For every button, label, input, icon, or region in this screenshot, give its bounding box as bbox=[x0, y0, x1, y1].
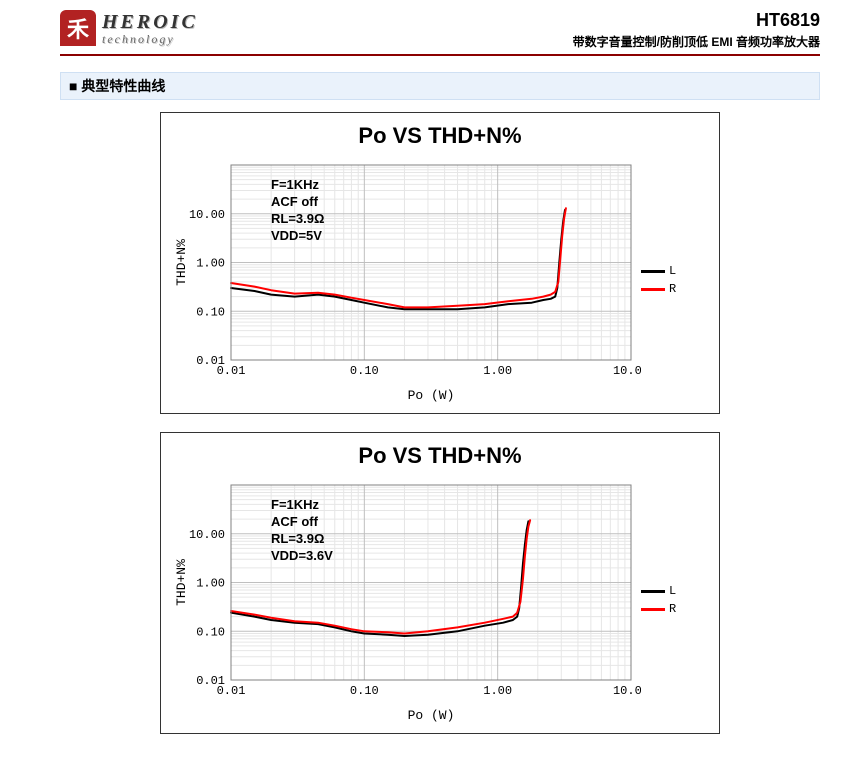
svg-text:10.00: 10.00 bbox=[613, 684, 641, 698]
legend-label: L bbox=[669, 584, 676, 598]
header-rule bbox=[60, 54, 820, 56]
chart-plot: 0.010.101.0010.000.010.101.0010.00Po (W)… bbox=[171, 155, 641, 405]
legend-label: R bbox=[669, 282, 676, 296]
svg-text:F=1KHz: F=1KHz bbox=[271, 177, 320, 192]
svg-text:0.01: 0.01 bbox=[196, 674, 225, 688]
legend-item: L bbox=[641, 584, 701, 598]
legend-item: L bbox=[641, 264, 701, 278]
legend-swatch bbox=[641, 590, 665, 593]
svg-text:ACF off: ACF off bbox=[271, 514, 319, 529]
svg-text:RL=3.9Ω: RL=3.9Ω bbox=[271, 211, 324, 226]
svg-text:F=1KHz: F=1KHz bbox=[271, 497, 320, 512]
part-number: HT6819 bbox=[573, 10, 820, 31]
svg-text:VDD=5V: VDD=5V bbox=[271, 228, 322, 243]
chart-title: Po VS THD+N% bbox=[171, 123, 709, 149]
svg-text:10.00: 10.00 bbox=[189, 208, 225, 222]
chart-plot: 0.010.101.0010.000.010.101.0010.00Po (W)… bbox=[171, 475, 641, 725]
legend-item: R bbox=[641, 282, 701, 296]
legend-swatch bbox=[641, 608, 665, 611]
legend-label: R bbox=[669, 602, 676, 616]
svg-text:Po (W): Po (W) bbox=[408, 388, 455, 403]
part-description: 带数字音量控制/防削顶低 EMI 音频功率放大器 bbox=[573, 33, 820, 50]
svg-text:0.01: 0.01 bbox=[196, 354, 225, 368]
svg-text:10.00: 10.00 bbox=[613, 364, 641, 378]
svg-text:THD+N%: THD+N% bbox=[174, 239, 189, 286]
logo-mark: 禾 bbox=[60, 10, 96, 46]
section-title-bar: 典型特性曲线 bbox=[60, 72, 820, 100]
legend-label: L bbox=[669, 264, 676, 278]
chart-title: Po VS THD+N% bbox=[171, 443, 709, 469]
chart-legend: L R bbox=[641, 580, 701, 620]
chart-legend: L R bbox=[641, 260, 701, 300]
chart-panel: Po VS THD+N% 0.010.101.0010.000.010.101.… bbox=[160, 432, 720, 734]
svg-text:1.00: 1.00 bbox=[196, 577, 225, 591]
logo: 禾 HEROIC technology bbox=[60, 10, 198, 46]
chart-panel: Po VS THD+N% 0.010.101.0010.000.010.101.… bbox=[160, 112, 720, 414]
svg-text:RL=3.9Ω: RL=3.9Ω bbox=[271, 531, 324, 546]
svg-text:0.10: 0.10 bbox=[350, 364, 379, 378]
svg-text:0.10: 0.10 bbox=[350, 684, 379, 698]
chart-body: 0.010.101.0010.000.010.101.0010.00Po (W)… bbox=[171, 475, 709, 725]
svg-text:0.10: 0.10 bbox=[196, 305, 225, 319]
svg-text:10.00: 10.00 bbox=[189, 528, 225, 542]
svg-text:VDD=3.6V: VDD=3.6V bbox=[271, 548, 333, 563]
page-header: 禾 HEROIC technology HT6819 带数字音量控制/防削顶低 … bbox=[60, 10, 820, 50]
logo-main: HEROIC bbox=[102, 12, 198, 32]
svg-text:1.00: 1.00 bbox=[196, 257, 225, 271]
legend-swatch bbox=[641, 270, 665, 273]
logo-sub: technology bbox=[102, 33, 198, 45]
legend-item: R bbox=[641, 602, 701, 616]
svg-text:0.10: 0.10 bbox=[196, 625, 225, 639]
svg-text:ACF off: ACF off bbox=[271, 194, 319, 209]
legend-swatch bbox=[641, 288, 665, 291]
charts-container: Po VS THD+N% 0.01 0.10 1.00 10.00 0.01 0.10 1.… bbox=[60, 112, 820, 734]
svg-text:THD+N%: THD+N% bbox=[174, 559, 189, 606]
chart-body: 0.010.101.0010.000.010.101.0010.00Po (W)… bbox=[171, 155, 709, 405]
svg-text:1.00: 1.00 bbox=[483, 684, 512, 698]
header-right: HT6819 带数字音量控制/防削顶低 EMI 音频功率放大器 bbox=[573, 10, 820, 50]
svg-text:Po (W): Po (W) bbox=[408, 708, 455, 723]
page: 禾 HEROIC technology HT6819 带数字音量控制/防削顶低 … bbox=[0, 0, 850, 772]
svg-text:1.00: 1.00 bbox=[483, 364, 512, 378]
logo-text: HEROIC technology bbox=[102, 12, 198, 45]
